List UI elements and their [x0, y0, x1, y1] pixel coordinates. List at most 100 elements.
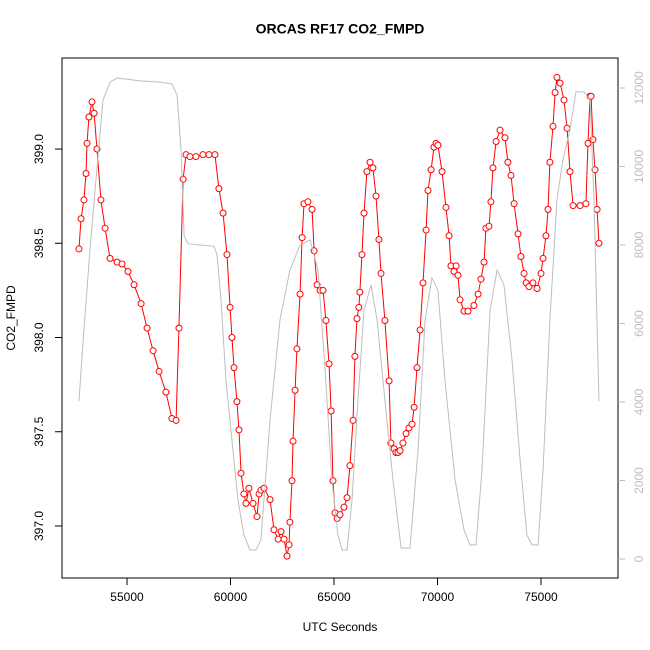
data-point: [546, 158, 554, 166]
data-point: [253, 513, 261, 521]
data-point: [544, 205, 552, 213]
data-point: [492, 137, 500, 145]
chart-title: ORCAS RF17 CO2_FMPD: [256, 21, 425, 37]
data-point: [296, 290, 304, 298]
data-point: [456, 296, 464, 304]
data-point: [363, 168, 371, 176]
data-point: [372, 192, 380, 200]
data-point: [186, 153, 194, 161]
data-point: [285, 541, 293, 549]
data-point: [155, 367, 163, 375]
data-point: [283, 552, 291, 560]
data-point: [274, 535, 282, 543]
data-point: [215, 185, 223, 193]
data-point: [245, 484, 253, 492]
data-point: [226, 303, 234, 311]
data-point: [329, 477, 337, 485]
data-point: [346, 462, 354, 470]
data-point: [230, 364, 238, 372]
data-point: [489, 164, 497, 172]
data-point: [277, 528, 285, 536]
y2-tick-label: 10000: [632, 149, 646, 183]
data-point: [349, 416, 357, 424]
data-point: [517, 252, 525, 260]
data-point: [80, 196, 88, 204]
data-point: [474, 290, 482, 298]
data-point: [77, 215, 85, 223]
data-point: [106, 254, 114, 262]
series-line: [78, 75, 600, 557]
data-point: [402, 430, 410, 438]
y-tick-label: 398.0: [32, 322, 46, 352]
x-tick-label: 60000: [214, 590, 248, 604]
data-point: [355, 303, 363, 311]
data-point: [549, 122, 557, 130]
data-point: [422, 226, 430, 234]
data-point: [143, 324, 151, 332]
y-tick-label: 397.5: [32, 416, 46, 446]
data-point: [286, 518, 294, 526]
data-point: [507, 171, 515, 179]
data-point: [413, 364, 421, 372]
data-point: [304, 198, 312, 206]
data-point: [504, 158, 512, 166]
data-point: [325, 360, 333, 368]
data-point: [438, 168, 446, 176]
x-tick-label: 65000: [317, 590, 351, 604]
data-point: [537, 269, 545, 277]
series-line: [78, 77, 600, 551]
data-point: [240, 490, 248, 498]
data-point: [130, 281, 138, 289]
data-point: [480, 258, 488, 266]
data-point: [381, 317, 389, 325]
data-point: [569, 202, 577, 210]
data-point: [399, 439, 407, 447]
y2-tick-label: 2000: [632, 467, 646, 494]
data-point: [485, 222, 493, 230]
data-point: [223, 251, 231, 259]
y2-tick-label: 4000: [632, 388, 646, 415]
data-point: [235, 426, 243, 434]
data-point: [124, 268, 132, 276]
y2-tick-label: 12000: [632, 71, 646, 105]
data-point: [83, 139, 91, 147]
y-tick-label: 397.0: [32, 511, 46, 541]
data-point: [118, 260, 126, 268]
data-point: [419, 279, 427, 287]
data-point: [477, 275, 485, 283]
data-point: [97, 196, 105, 204]
data-point: [589, 136, 597, 144]
y2-tick-label: 8000: [632, 231, 646, 258]
data-point: [560, 96, 568, 104]
data-point: [551, 88, 559, 96]
data-point: [82, 170, 90, 178]
data-point: [291, 386, 299, 394]
y-tick-label: 399.0: [32, 134, 46, 164]
data-point: [454, 271, 462, 279]
data-point: [175, 324, 183, 332]
data-point: [266, 496, 274, 504]
data-point: [501, 134, 509, 142]
data-point: [205, 151, 213, 159]
data-point: [211, 151, 219, 159]
data-point: [445, 232, 453, 240]
x-tick-label: 70000: [421, 590, 455, 604]
data-point: [88, 98, 96, 106]
data-point: [470, 301, 478, 309]
x-axis-label: UTC Seconds: [303, 620, 378, 634]
data-point: [427, 166, 435, 174]
plot-frame: [61, 57, 619, 579]
data-point: [566, 168, 574, 176]
data-point: [591, 166, 599, 174]
data-point: [288, 477, 296, 485]
data-point: [336, 511, 344, 519]
data-point: [137, 300, 145, 308]
data-point: [416, 326, 424, 334]
data-point: [587, 92, 595, 100]
data-point: [242, 499, 250, 507]
data-point: [90, 109, 98, 117]
x-tick-label: 55000: [110, 590, 144, 604]
data-point: [375, 236, 383, 244]
data-point: [179, 175, 187, 183]
